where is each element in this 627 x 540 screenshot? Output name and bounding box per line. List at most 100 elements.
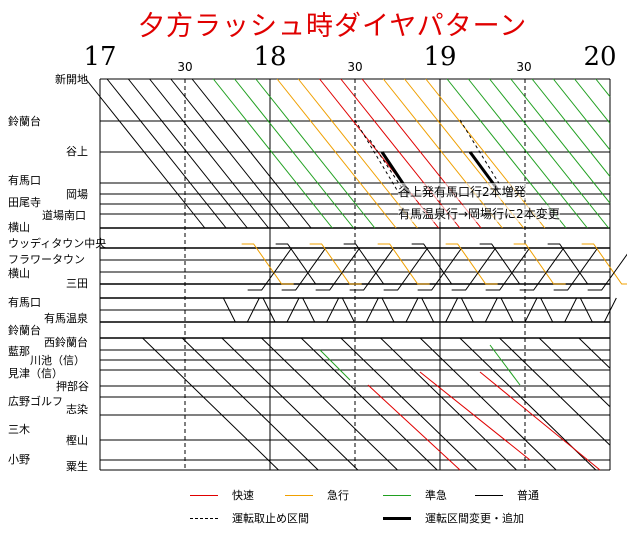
hour-label-19: 19 [423, 42, 457, 72]
legend-local: 普通 [475, 487, 539, 503]
train-path [411, 243, 464, 285]
station-oshibedani: 押部谷 [56, 380, 89, 393]
train-path [377, 243, 430, 285]
annotation-route-change: 有馬温泉行→岡場行に2本変更 [398, 205, 560, 222]
train-path [332, 297, 379, 323]
legend-cancel: 運転取止め区間 [190, 510, 309, 526]
train-path [531, 78, 611, 177]
train-path [367, 384, 461, 471]
legend-change-label: 運転区間変更・追加 [425, 512, 524, 525]
train-path [552, 78, 611, 151]
legend-rapid: 快速 [190, 487, 254, 503]
legend-local-swatch [475, 494, 503, 496]
train-path [149, 78, 269, 229]
train-path [445, 243, 498, 285]
legend-express: 急行 [285, 487, 349, 503]
train-path [510, 78, 611, 204]
train-path [499, 337, 611, 446]
train-path [191, 78, 312, 229]
legend-local-label: 普通 [517, 489, 539, 502]
station-ono: 小野 [8, 453, 30, 466]
station-arima-onsen: 有馬温泉 [44, 312, 88, 325]
train-path [581, 243, 627, 285]
train-path [489, 344, 521, 386]
station-sanda: 三田 [66, 277, 88, 290]
station-nishi-suzurandai: 西鈴蘭台 [44, 336, 88, 349]
train-path [578, 337, 611, 369]
train-path [570, 297, 617, 323]
train-path [380, 337, 517, 471]
train-path [297, 78, 418, 229]
station-shijimi: 志染 [66, 403, 88, 416]
legend-semi-label: 準急 [425, 489, 447, 502]
train-path [292, 297, 340, 323]
train-path [530, 297, 578, 323]
train-path [451, 297, 498, 323]
train-path [170, 78, 291, 229]
train-path [574, 78, 611, 124]
train-path [425, 78, 546, 229]
hour-label-18: 18 [253, 42, 287, 72]
station-suzurandai-2: 鈴蘭台 [8, 324, 41, 337]
station-aina: 藍那 [8, 345, 30, 358]
hour-label-20: 20 [583, 42, 617, 72]
train-path [343, 243, 396, 285]
station-flower-town: フラワータウン [8, 253, 85, 266]
train-path [85, 78, 206, 229]
train-path [419, 337, 557, 471]
train-path [181, 337, 319, 471]
train-path [276, 78, 397, 229]
cancelled-path [459, 119, 501, 186]
train-path [261, 337, 398, 471]
station-ao: 粟生 [66, 460, 88, 473]
train-path [411, 297, 459, 323]
train-path [547, 243, 600, 285]
legend-cancel-label: 運転取止め区間 [232, 512, 309, 525]
legend-rapid-label: 快速 [232, 489, 254, 502]
train-path [142, 337, 279, 471]
train-path [275, 243, 328, 285]
train-path [479, 371, 601, 471]
train-path [221, 337, 359, 471]
half-hour-label: 30 [516, 60, 532, 74]
legend-express-label: 急行 [327, 489, 349, 502]
legend-rapid-swatch [190, 494, 218, 496]
train-path [361, 78, 482, 229]
train-path [309, 243, 362, 285]
train-path [382, 78, 503, 229]
train-path [212, 78, 333, 229]
train-path [127, 78, 248, 229]
station-arimaguchi: 有馬口 [8, 174, 41, 187]
train-path [372, 297, 419, 323]
cancelled-path [354, 119, 401, 196]
station-shinkaichi: 新開地 [55, 73, 88, 86]
train-path [213, 297, 260, 323]
train-path [247, 247, 304, 291]
station-tanigami: 谷上 [66, 145, 88, 158]
station-woody-town-chuo: ウッディタウン中央 [8, 237, 107, 250]
train-path [383, 247, 440, 291]
station-mitsu: 見津（信） [8, 367, 63, 380]
legend-cancel-swatch [190, 517, 218, 519]
station-okaba: 岡場 [66, 188, 88, 201]
train-path [513, 243, 566, 285]
train-path [519, 247, 576, 291]
train-path [489, 78, 609, 229]
diagram-title: 夕方ラッシュ時ダイヤパターン [138, 11, 528, 42]
station-miki: 三木 [8, 423, 30, 436]
hour-label-17: 17 [83, 42, 117, 72]
station-arimaguchi-2: 有馬口 [8, 296, 41, 309]
train-path [595, 78, 611, 98]
train-path [106, 78, 227, 229]
half-hour-label: 30 [177, 60, 193, 74]
train-path [319, 349, 351, 381]
train-path [538, 337, 611, 408]
train-path [451, 247, 508, 291]
train-path [467, 78, 588, 229]
station-yokoyama: 横山 [8, 221, 30, 234]
train-path [255, 78, 376, 229]
station-kashiyama: 樫山 [66, 434, 88, 447]
train-path [446, 78, 567, 229]
train-path [404, 78, 524, 229]
